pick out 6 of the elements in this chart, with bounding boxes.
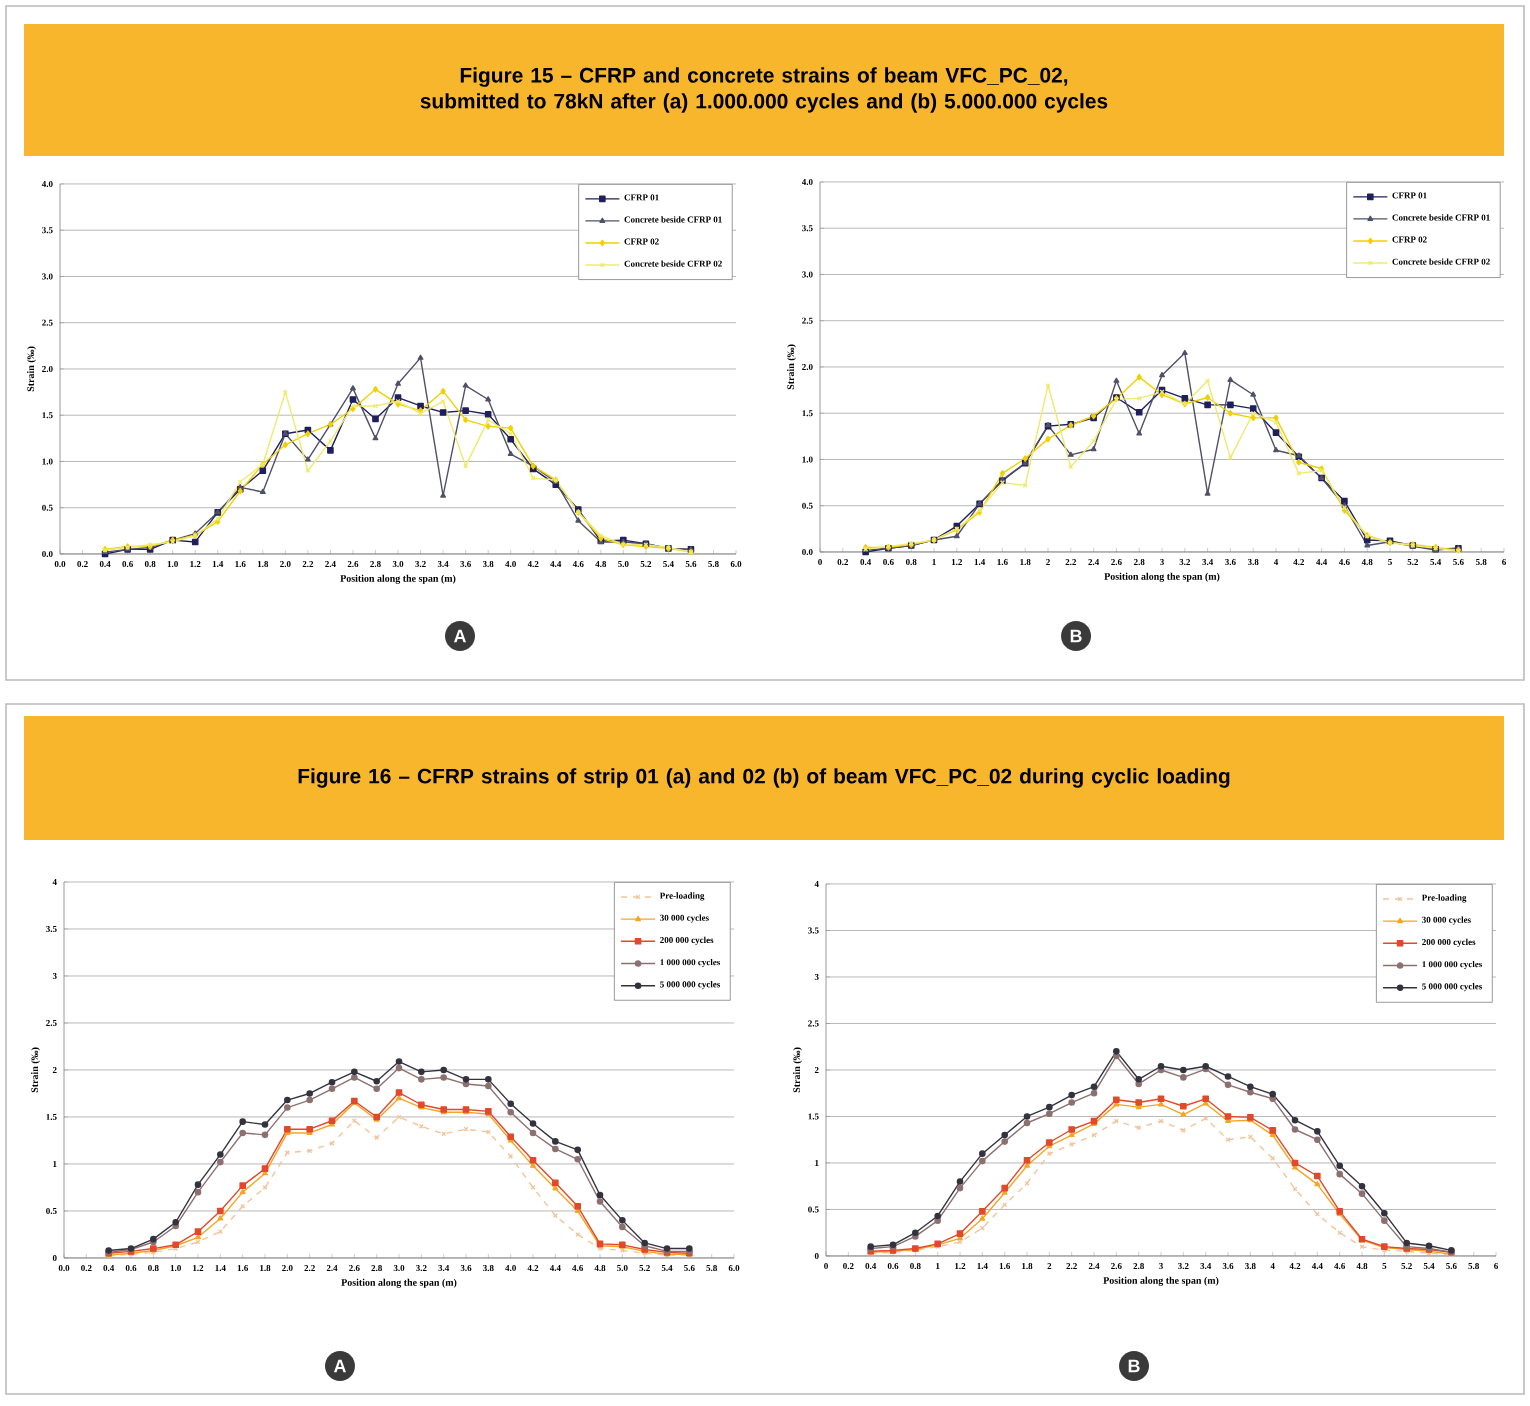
text: B xyxy=(1070,629,1082,643)
chart-title: Figure 16 – CFRP strains of strip 01 (a) and 02 (b) of beam VFC_PC_02 during cyclic loading xyxy=(298,768,1230,788)
text: B xyxy=(1128,1359,1140,1373)
text: A xyxy=(453,629,466,643)
text: A xyxy=(333,1359,346,1373)
chart-title: Figure 15 – CFRP and concrete strains of beam VFC_PC_02, submitted to 78kN after (a) 1.000.000 cycles and (b) 5.000.000 cycles xyxy=(420,67,1108,113)
